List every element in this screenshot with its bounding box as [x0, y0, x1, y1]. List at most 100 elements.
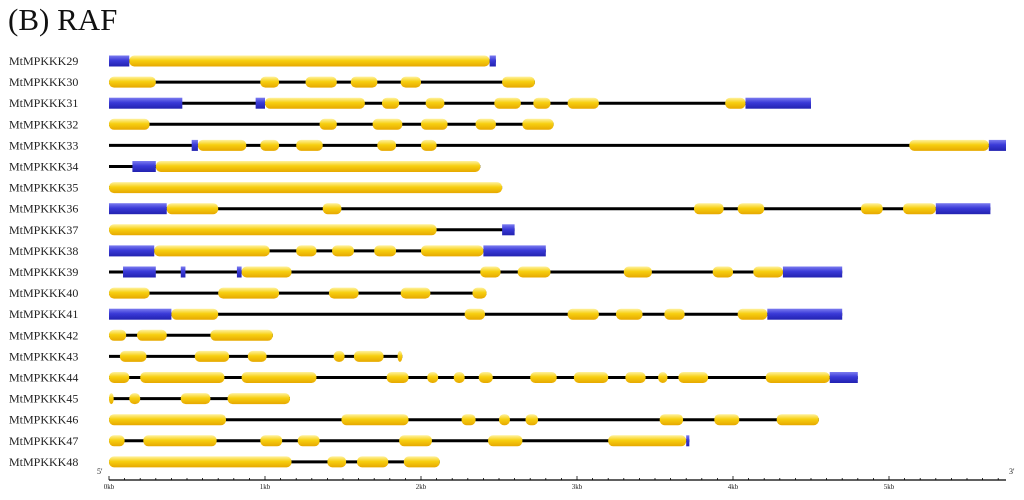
- cds-exon: [533, 97, 551, 109]
- cds-exon: [109, 287, 150, 299]
- gene-row: MtMPKKK43: [9, 349, 403, 363]
- gene-label: MtMPKKK45: [9, 392, 78, 406]
- utr-segment: [988, 139, 1006, 151]
- gene-label: MtMPKKK29: [9, 54, 78, 68]
- cds-exon: [143, 435, 217, 447]
- cds-exon: [109, 372, 130, 383]
- utr-segment: [180, 266, 186, 278]
- utr-segment: [191, 139, 198, 151]
- cds-exon: [305, 76, 337, 88]
- gene-row: MtMPKKK38: [9, 244, 546, 258]
- cds-exon: [659, 414, 684, 426]
- cds-exon: [658, 372, 668, 383]
- cds-exon: [480, 266, 501, 278]
- cds-exon: [109, 435, 125, 447]
- cds-exon: [464, 308, 485, 320]
- cds-exon: [296, 245, 317, 257]
- cds-exon: [678, 372, 709, 383]
- gene-row: MtMPKKK47: [9, 434, 690, 448]
- axis-tick-label: 1kb: [260, 483, 271, 491]
- gene-row: MtMPKKK48: [9, 455, 440, 469]
- cds-exon: [453, 372, 465, 383]
- utr-segment: [109, 308, 172, 320]
- cds-exon: [155, 161, 481, 172]
- gene-row: MtMPKKK44: [9, 371, 858, 385]
- gene-label: MtMPKKK48: [9, 455, 78, 469]
- cds-exon: [194, 350, 230, 362]
- axis-tick-label: 0kb: [104, 483, 115, 491]
- cds-exon: [909, 139, 989, 151]
- cds-exon: [171, 308, 219, 320]
- cds-exon: [322, 203, 342, 215]
- utr-segment: [109, 55, 130, 67]
- gene-row: MtMPKKK42: [9, 328, 273, 342]
- cds-exon: [502, 76, 535, 88]
- utr-segment: [686, 435, 690, 447]
- gene-row: MtMPKKK31: [9, 96, 811, 110]
- cds-exon: [353, 350, 384, 362]
- cds-exon: [664, 308, 685, 320]
- cds-exon: [137, 329, 167, 341]
- cds-exon: [522, 118, 554, 130]
- cds-exon: [776, 414, 819, 426]
- cds-exon: [623, 266, 652, 278]
- cds-exon: [109, 414, 226, 426]
- utr-segment: [255, 97, 265, 109]
- cds-exon: [403, 456, 440, 468]
- cds-exon: [341, 414, 409, 426]
- cds-exon: [109, 224, 437, 236]
- gene-label: MtMPKKK46: [9, 413, 78, 427]
- gene-row: MtMPKKK40: [9, 286, 487, 300]
- cds-exon: [119, 350, 147, 362]
- cds-exon: [525, 414, 538, 426]
- cds-exon: [517, 266, 551, 278]
- cds-exon: [260, 139, 280, 151]
- utr-segment: [745, 97, 811, 109]
- utr-segment: [489, 55, 496, 67]
- cds-exon: [374, 245, 397, 257]
- cds-exon: [140, 372, 225, 383]
- gene-label: MtMPKKK34: [9, 160, 78, 174]
- cds-exon: [400, 76, 421, 88]
- cds-exon: [129, 55, 490, 67]
- cds-exon: [382, 97, 400, 109]
- cds-exon: [328, 287, 359, 299]
- gene-row: MtMPKKK32: [9, 117, 554, 131]
- utr-segment: [483, 245, 546, 257]
- cds-exon: [319, 118, 337, 130]
- cds-exon: [616, 308, 643, 320]
- utr-segment: [767, 308, 843, 320]
- gene-label: MtMPKKK32: [9, 117, 78, 131]
- cds-exon: [765, 372, 830, 383]
- cds-exon: [737, 308, 768, 320]
- cds-exon: [567, 308, 599, 320]
- genes-layer: MtMPKKK29 MtMPKKK30 MtMPKKK31 MtMPKKK32 MtMP…: [9, 54, 1006, 469]
- cds-exon: [372, 118, 403, 130]
- axis-tick-label: 4kb: [728, 483, 739, 491]
- cds-exon: [109, 118, 150, 130]
- cds-exon: [399, 435, 432, 447]
- cds-exon: [475, 118, 496, 130]
- cds-exon: [265, 97, 365, 109]
- gene-row: MtMPKKK45: [9, 392, 290, 406]
- cds-exon: [297, 435, 320, 447]
- gene-row: MtMPKKK35: [9, 181, 503, 195]
- cds-exon: [530, 372, 557, 383]
- cds-exon: [421, 118, 448, 130]
- cds-exon: [129, 393, 141, 405]
- cds-exon: [350, 76, 378, 88]
- gene-label: MtMPKKK39: [9, 265, 78, 279]
- cds-exon: [427, 372, 439, 383]
- cds-exon: [397, 350, 403, 362]
- five-prime-label: 5': [97, 467, 103, 476]
- panel-title: (B) RAF: [8, 2, 118, 37]
- cds-exon: [227, 393, 290, 405]
- cds-exon: [400, 287, 431, 299]
- utr-segment: [109, 97, 183, 109]
- gene-row: MtMPKKK39: [9, 265, 843, 279]
- cds-exon: [241, 372, 317, 383]
- gene-row: MtMPKKK30: [9, 75, 535, 89]
- cds-exon: [494, 97, 521, 109]
- gene-label: MtMPKKK36: [9, 202, 78, 216]
- axis-tick-label: 5kb: [884, 483, 895, 491]
